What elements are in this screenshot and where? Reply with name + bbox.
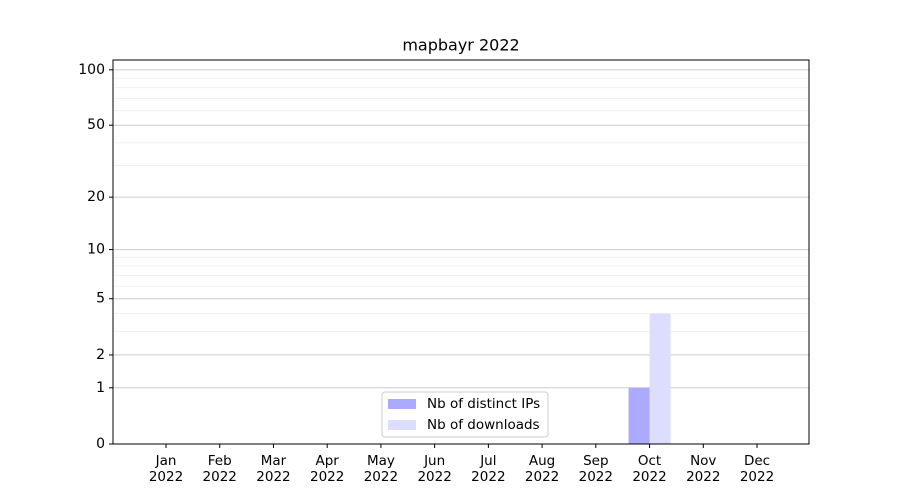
x-tick-label: May 2022 (363, 453, 399, 485)
plot-frame (112, 59, 810, 445)
x-tick-label: Nov 2022 (686, 453, 721, 485)
legend-swatch (388, 420, 416, 430)
x-tick-label: Jan 2022 (148, 453, 184, 485)
y-tick-label: 10 (87, 242, 105, 258)
y-tick-label: 5 (96, 291, 105, 307)
x-tick-label: Mar 2022 (256, 453, 291, 485)
y-tick-label: 2 (96, 347, 105, 363)
legend-box (381, 391, 549, 438)
y-tick-label: 0 (96, 436, 105, 452)
x-tick-label: Dec 2022 (739, 453, 775, 485)
y-tick-label: 20 (87, 189, 105, 205)
y-tick-label: 100 (78, 62, 105, 78)
x-tick-label: Oct 2022 (632, 453, 667, 485)
y-tick-label: 50 (87, 117, 105, 133)
x-tick-label: Feb 2022 (202, 453, 237, 485)
x-tick-label: Sep 2022 (578, 453, 613, 485)
bar (649, 313, 671, 444)
bar (628, 387, 650, 444)
legend-label: Nb of downloads (427, 417, 540, 433)
legend-swatch (388, 399, 416, 409)
x-tick-label: Aug 2022 (524, 453, 560, 485)
y-tick-label: 1 (96, 380, 105, 396)
x-tick-label: Jul 2022 (471, 453, 506, 485)
x-tick-label: Apr 2022 (309, 453, 345, 485)
chart-title: mapbayr 2022 (402, 36, 519, 55)
x-tick-label: Jun 2022 (417, 453, 452, 485)
legend-label: Nb of distinct IPs (427, 396, 540, 412)
